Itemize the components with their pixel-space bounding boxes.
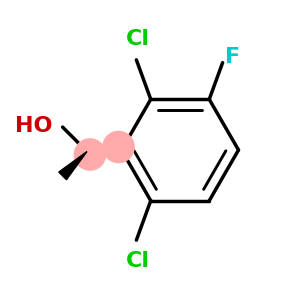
Text: Cl: Cl (126, 250, 150, 271)
Text: Cl: Cl (126, 29, 150, 50)
Text: F: F (225, 47, 240, 67)
Polygon shape (59, 152, 87, 180)
Circle shape (74, 139, 106, 170)
Circle shape (103, 131, 134, 163)
Text: HO: HO (15, 116, 52, 136)
